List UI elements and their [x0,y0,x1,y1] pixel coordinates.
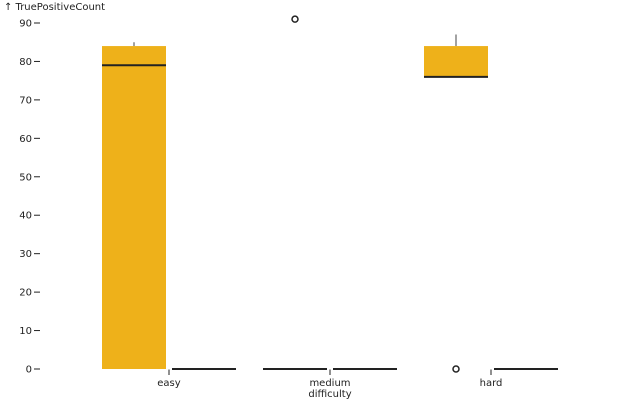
box-medium-1 [263,15,327,370]
outlier-point [291,15,299,23]
x-axis: easy medium hard [157,369,503,389]
y-tick-label-20: 20 [19,288,32,299]
box-hard-1 [424,34,488,373]
y-tick-label-80: 80 [19,57,32,68]
y-tick-label-70: 70 [19,95,32,106]
x-axis-title: difficulty [308,389,351,400]
outlier-point [452,365,460,373]
y-tick-label-30: 30 [19,249,32,260]
box-body [102,46,166,370]
y-tick-label-10: 10 [19,326,32,337]
y-tick-label-60: 60 [19,134,32,145]
plot-area [102,15,558,373]
y-tick-label-50: 50 [19,172,32,183]
box-easy-1 [102,42,166,370]
x-tick-label-easy: easy [157,378,180,389]
y-tick-label-0: 0 [26,365,32,376]
y-tick-label-40: 40 [19,211,32,222]
y-axis-title: ↑ TruePositiveCount [4,2,105,13]
x-tick-label-hard: hard [480,378,503,389]
y-tick-label-90: 90 [19,19,32,30]
x-tick-label-medium: medium [309,378,350,389]
y-axis: 0 10 20 30 40 50 60 70 80 90 [19,19,40,376]
box-body [424,46,488,77]
